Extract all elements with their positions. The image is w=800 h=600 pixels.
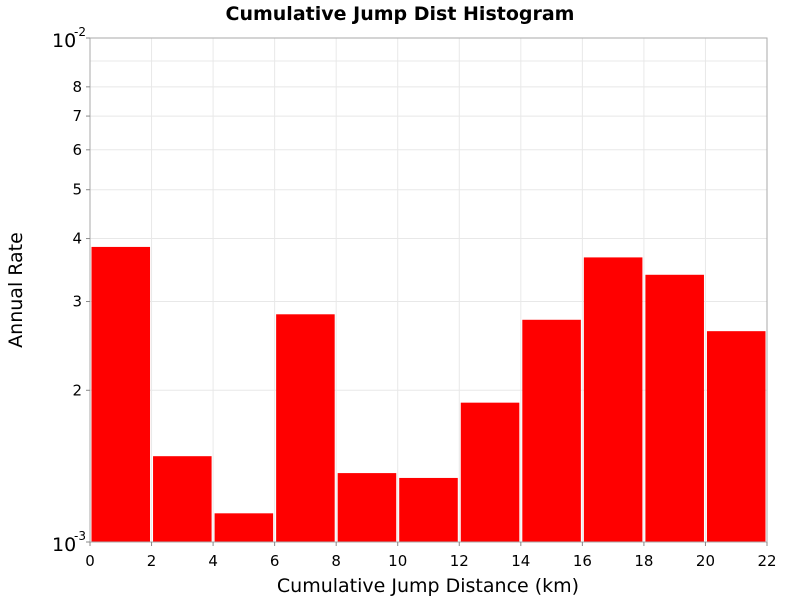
y-tick-label: 2: [72, 381, 82, 399]
y-tick-label: 5: [72, 181, 82, 199]
histogram-bar: [337, 473, 397, 542]
x-tick-label: 18: [634, 552, 653, 570]
y-tick-label: 6: [72, 141, 82, 159]
bars: [91, 246, 766, 542]
histogram-bar: [460, 402, 520, 542]
x-tick-label: 22: [757, 552, 776, 570]
x-tick-label: 6: [270, 552, 280, 570]
x-tick-label: 14: [511, 552, 530, 570]
y-tick-label: 7: [72, 107, 82, 125]
y-tick-label-base: 10: [52, 30, 76, 52]
grid: [90, 38, 767, 542]
plot-area-frame: [89, 37, 768, 543]
histogram-bar: [399, 477, 458, 542]
histogram-bar: [153, 456, 212, 542]
x-tick-label: 8: [331, 552, 341, 570]
y-tick-label-exponent: -2: [74, 25, 86, 39]
chart-title: Cumulative Jump Dist Histogram: [226, 3, 575, 25]
histogram-bar: [276, 314, 335, 542]
y-tick-label: 3: [72, 293, 82, 311]
x-axis-label: Cumulative Jump Distance (km): [277, 575, 579, 597]
histogram-bar: [645, 274, 704, 542]
y-tick-label: 4: [72, 230, 82, 248]
histogram-bar: [214, 513, 274, 542]
x-axis-ticks: 0 2 4 6 8 10 12 14 16 18 20 22: [85, 542, 777, 570]
histogram-bar: [583, 257, 643, 542]
x-tick-label: 0: [85, 552, 95, 570]
x-tick-label: 20: [696, 552, 715, 570]
y-tick-label-exponent: -3: [74, 529, 86, 543]
histogram-bar: [706, 331, 766, 542]
x-tick-label: 4: [208, 552, 218, 570]
histogram-bar: [522, 319, 581, 542]
y-axis-label: Annual Rate: [5, 232, 27, 348]
y-tick-label-base: 10: [52, 534, 76, 556]
x-tick-label: 12: [450, 552, 469, 570]
x-tick-label: 2: [147, 552, 157, 570]
x-tick-label: 10: [388, 552, 407, 570]
x-tick-label: 16: [573, 552, 592, 570]
histogram-bar: [91, 246, 151, 542]
y-tick-label: 8: [72, 78, 82, 96]
